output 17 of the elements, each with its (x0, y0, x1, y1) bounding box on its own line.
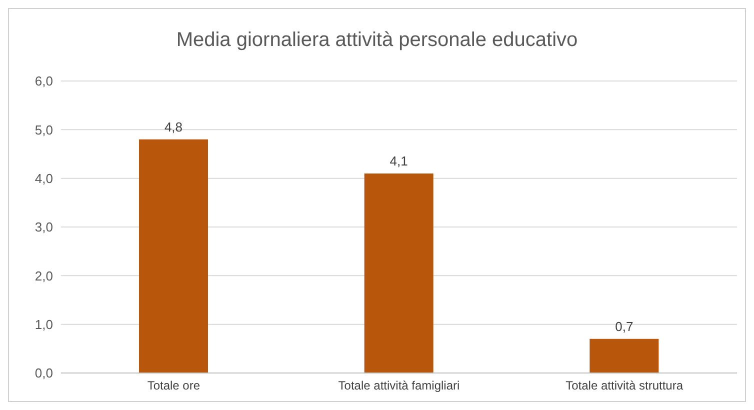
bar (139, 139, 208, 373)
bar (364, 173, 434, 373)
y-tick-label: 2,0 (34, 268, 53, 284)
bar (590, 338, 659, 373)
y-tick-label: 4,0 (34, 170, 53, 186)
x-tick-label: Totale ore (147, 378, 200, 393)
y-tick-label: 1,0 (34, 316, 53, 332)
data-label: 4,1 (390, 153, 408, 168)
data-label: 4,8 (164, 119, 183, 134)
chart-title: Media giornaliera attività personale educativo (175, 29, 579, 52)
x-tick-label: Totale attività struttura (566, 378, 684, 393)
y-tick-label: 0,0 (34, 366, 53, 381)
y-tick-label: 6,0 (34, 74, 53, 89)
y-tick-label: 3,0 (34, 220, 53, 235)
x-tick-label: Totale attività famigliari (338, 378, 460, 393)
y-tick-label: 5,0 (34, 122, 53, 138)
data-label: 0,7 (615, 318, 634, 334)
